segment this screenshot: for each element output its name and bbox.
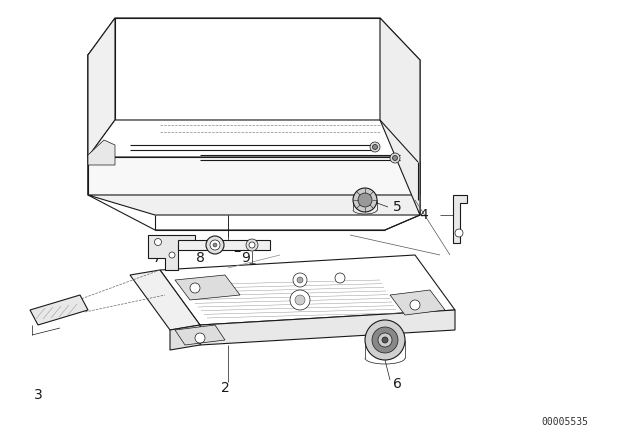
Circle shape [154, 238, 161, 246]
Circle shape [293, 273, 307, 287]
Circle shape [195, 333, 205, 343]
Polygon shape [88, 18, 420, 230]
Circle shape [169, 252, 175, 258]
Polygon shape [148, 235, 195, 270]
Circle shape [358, 193, 372, 207]
Polygon shape [88, 157, 415, 195]
Circle shape [297, 277, 303, 283]
Polygon shape [453, 195, 467, 243]
Text: 2: 2 [221, 381, 229, 395]
Text: 00005535: 00005535 [541, 417, 589, 427]
Circle shape [370, 142, 380, 152]
Text: 1: 1 [232, 241, 241, 255]
Polygon shape [88, 140, 115, 165]
Circle shape [410, 300, 420, 310]
Polygon shape [200, 310, 455, 345]
Polygon shape [88, 120, 415, 157]
Circle shape [365, 320, 405, 360]
Circle shape [295, 295, 305, 305]
Polygon shape [178, 240, 270, 250]
Polygon shape [118, 18, 378, 125]
Text: 4: 4 [419, 208, 428, 222]
Circle shape [210, 240, 220, 250]
Circle shape [378, 333, 392, 347]
Text: 6: 6 [393, 377, 402, 391]
Text: 7: 7 [152, 251, 161, 265]
Polygon shape [115, 18, 380, 120]
Circle shape [382, 337, 388, 343]
Polygon shape [170, 325, 200, 350]
Polygon shape [130, 270, 200, 330]
Polygon shape [88, 125, 420, 195]
Circle shape [335, 273, 345, 283]
Polygon shape [88, 18, 115, 157]
Polygon shape [160, 255, 455, 325]
Text: 3: 3 [34, 388, 42, 402]
Circle shape [392, 155, 397, 160]
Text: 9: 9 [241, 251, 250, 265]
Polygon shape [30, 295, 88, 325]
Circle shape [455, 229, 463, 237]
Polygon shape [175, 325, 225, 345]
Circle shape [190, 283, 200, 293]
Circle shape [246, 239, 258, 251]
Polygon shape [88, 195, 420, 215]
Polygon shape [380, 18, 420, 215]
Circle shape [213, 243, 217, 247]
Circle shape [249, 242, 255, 248]
Circle shape [353, 188, 377, 212]
Polygon shape [175, 275, 240, 300]
Circle shape [390, 153, 400, 163]
Circle shape [372, 327, 398, 353]
Circle shape [372, 145, 378, 150]
Text: 8: 8 [196, 251, 204, 265]
Circle shape [290, 290, 310, 310]
Text: 5: 5 [393, 200, 402, 214]
Polygon shape [390, 290, 445, 315]
Polygon shape [88, 18, 118, 162]
Circle shape [206, 236, 224, 254]
